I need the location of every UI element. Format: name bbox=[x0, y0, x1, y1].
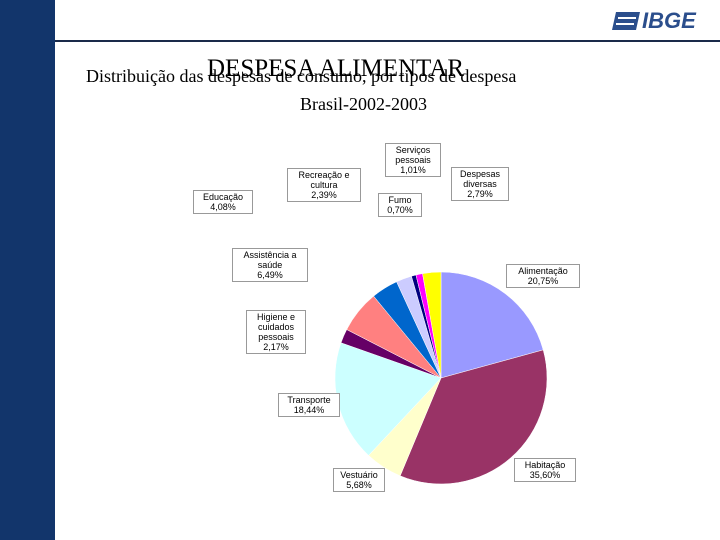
value-label: 2,17% bbox=[263, 342, 289, 352]
category-name: Educação bbox=[202, 192, 244, 202]
value-label: 1,01% bbox=[400, 165, 426, 175]
slice-label: Transporte 18,44% bbox=[278, 393, 340, 417]
slice-label: Vestuário 5,68% bbox=[333, 468, 385, 492]
category-name: Recreação e cultura bbox=[298, 170, 350, 190]
slice-label: Educação 4,08% bbox=[193, 190, 253, 214]
category-name: Higiene e cuidados pessoais bbox=[256, 312, 296, 342]
value-label: 2,79% bbox=[467, 189, 493, 199]
slice-label: Alimentação 20,75% bbox=[506, 264, 580, 288]
category-name: Alimentação bbox=[518, 266, 568, 276]
side-bar bbox=[0, 0, 55, 540]
slice-label: Serviços pessoais 1,01% bbox=[385, 143, 441, 177]
value-label: 2,39% bbox=[311, 190, 337, 200]
category-name: Despesas diversas bbox=[459, 169, 501, 189]
slice-label: Habitação 35,60% bbox=[514, 458, 576, 482]
category-name: Assistência a saúde bbox=[243, 250, 297, 270]
logo-text: IBGE bbox=[642, 8, 696, 33]
pie-slice bbox=[422, 271, 442, 379]
slice-label: Higiene e cuidados pessoais 2,17% bbox=[246, 310, 306, 354]
pie-slice bbox=[440, 271, 544, 379]
category-name: Vestuário bbox=[340, 470, 378, 480]
top-rule bbox=[55, 40, 720, 42]
value-label: 0,70% bbox=[387, 205, 413, 215]
slice-label: Recreação e cultura 2,39% bbox=[287, 168, 361, 202]
value-label: 35,60% bbox=[529, 470, 561, 480]
pie-slice bbox=[399, 349, 548, 485]
value-label: 4,08% bbox=[210, 202, 236, 212]
category-name: Habitação bbox=[524, 460, 566, 470]
slice-label: Despesas diversas 2,79% bbox=[451, 167, 509, 201]
category-name: Transporte bbox=[287, 395, 331, 405]
value-label: 5,68% bbox=[346, 480, 372, 490]
subtitle: Distribuição das despesas de consumo, po… bbox=[86, 66, 517, 86]
subtitle-2: Brasil-2002-2003 bbox=[300, 94, 427, 114]
logo-icon bbox=[612, 12, 640, 30]
value-label: 20,75% bbox=[527, 276, 559, 286]
slice-label: Assistência a saúde 6,49% bbox=[232, 248, 308, 282]
slice-label: Fumo 0,70% bbox=[378, 193, 422, 217]
category-name: Serviços pessoais bbox=[395, 145, 431, 165]
value-label: 6,49% bbox=[257, 270, 283, 280]
value-label: 18,44% bbox=[293, 405, 325, 415]
logo: IBGE bbox=[612, 8, 696, 34]
category-name: Fumo bbox=[388, 195, 412, 205]
chart-title: DESPESA ALIMENTAR bbox=[207, 55, 465, 82]
